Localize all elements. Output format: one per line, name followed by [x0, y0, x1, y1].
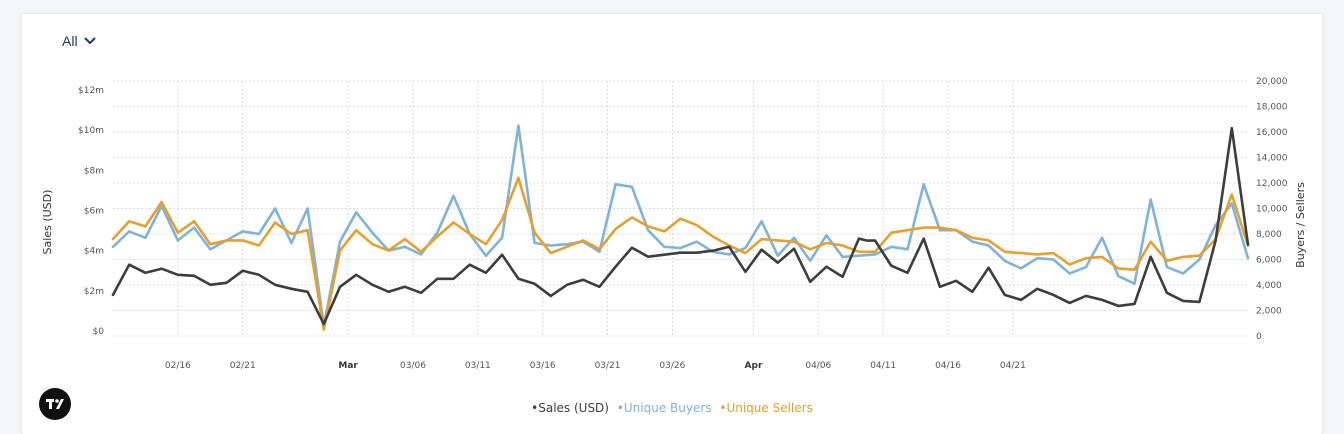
series-line-unique-sellers — [111, 176, 1250, 331]
x-tick-label: Apr — [745, 361, 763, 371]
x-tick-label: 04/16 — [935, 361, 961, 371]
y-left-tick-label: $8m — [84, 166, 104, 176]
y-right-tick-label: 12,000 — [1256, 179, 1288, 189]
y-right-tick-label: 10,000 — [1256, 205, 1288, 215]
series-line-unique-buyers — [111, 124, 1250, 328]
y-right-tick-label: 0 — [1256, 332, 1262, 342]
y-right-tick-label: 16,000 — [1256, 128, 1288, 138]
y-right-tick-label: 14,000 — [1256, 154, 1288, 164]
x-tick-label: 04/06 — [805, 361, 831, 371]
y-left-tick-label: $12m — [78, 86, 104, 96]
x-tick-label: 04/11 — [870, 361, 896, 371]
y-right-tick-label: 4,000 — [1256, 281, 1282, 291]
series-line-sales-usd — [111, 126, 1250, 326]
series — [111, 124, 1250, 331]
x-tick-label: 03/21 — [595, 361, 621, 371]
filter-label: All — [62, 33, 78, 49]
x-tick-label: 02/21 — [230, 361, 256, 371]
y-right-axis-title: Buyers / Sellers — [1294, 182, 1307, 268]
x-tick-label: 04/21 — [1000, 361, 1026, 371]
x-tick-label: 03/16 — [530, 361, 556, 371]
y-left-tick-label: $10m — [78, 126, 104, 136]
y-right-tick-label: 18,000 — [1256, 103, 1288, 113]
y-right-tick-label: 8,000 — [1256, 230, 1282, 240]
y-right-tick-label: 20,000 — [1256, 77, 1288, 87]
y-left-axis-title: Sales (USD) — [41, 190, 54, 255]
legend-sales[interactable]: •Sales (USD) — [531, 401, 609, 415]
y-left-tick-label: $6m — [84, 207, 104, 217]
x-tick-label: 03/06 — [400, 361, 426, 371]
y-right-tick-label: 2,000 — [1256, 307, 1282, 317]
legend-unique-buyers[interactable]: •Unique Buyers — [616, 401, 712, 415]
chevron-down-icon — [84, 37, 96, 45]
axes: $0 $2m $4m $6m $8m $10m $12m 0 2,000 4,000 6,000 8,… — [41, 77, 1307, 371]
tradingview-logo-icon — [39, 388, 71, 420]
filter-dropdown[interactable]: All — [62, 33, 96, 49]
legend: •Sales (USD) •Unique Buyers •Unique Sell… — [0, 401, 1344, 415]
x-tick-label: 02/16 — [165, 361, 191, 371]
grid — [113, 80, 1248, 337]
legend-unique-sellers[interactable]: •Unique Sellers — [719, 401, 813, 415]
x-tick-label: Mar — [338, 361, 358, 371]
x-tick-label: 03/26 — [659, 361, 685, 371]
y-right-tick-label: 6,000 — [1256, 256, 1282, 266]
y-left-tick-label: $2m — [84, 287, 104, 297]
y-left-tick-label: $4m — [84, 247, 104, 257]
y-left-tick-label: $0 — [93, 327, 105, 337]
x-tick-label: 03/11 — [465, 361, 491, 371]
